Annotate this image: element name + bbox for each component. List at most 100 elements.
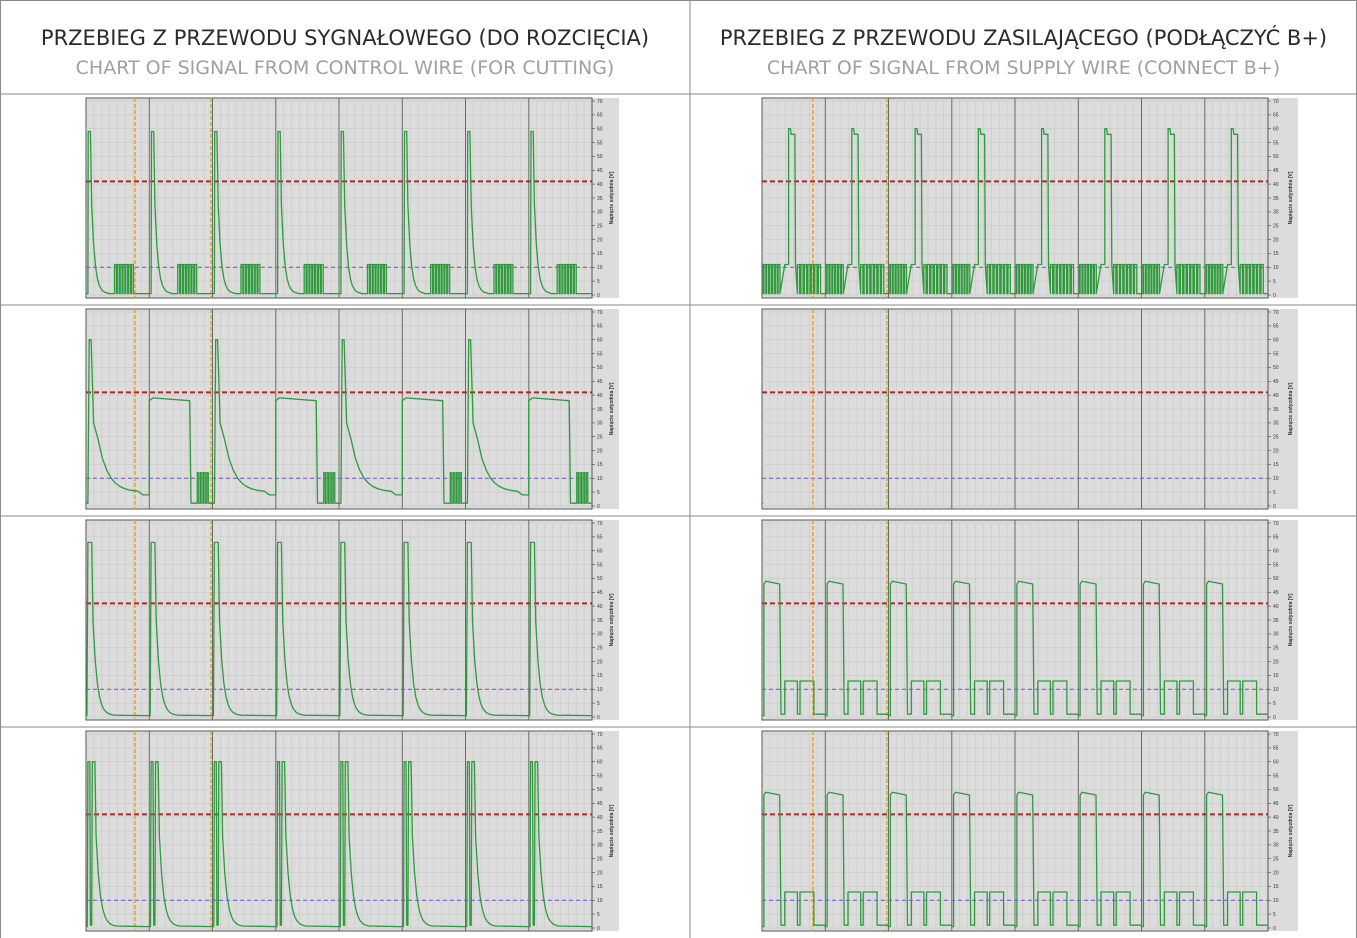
y-tick-label: 40 [1273,815,1279,821]
y-tick-label: 10 [1273,898,1279,904]
y-tick-label: 20 [1273,870,1279,876]
y-tick-label: 50 [597,154,603,160]
y-tick-label: 50 [1273,787,1279,793]
y-tick-label: 45 [597,590,603,596]
y-tick-label: 30 [597,843,603,849]
y-axis-label: Napięcie sstyzdnia [V] [609,382,615,435]
y-axis-strip [592,309,619,509]
y-tick-label: 40 [597,604,603,610]
y-tick-label: 55 [1273,773,1279,779]
signal-series-line [86,761,593,928]
y-tick-label: 65 [1273,324,1279,330]
y-tick-label: 15 [597,673,603,679]
y-tick-label: 35 [1273,618,1279,624]
y-tick-label: 0 [1273,504,1276,510]
y-tick-label: 35 [597,829,603,835]
y-tick-label: 5 [597,279,600,285]
y-tick-label: 0 [1273,926,1276,932]
y-tick-label: 5 [597,701,600,707]
y-tick-label: 65 [597,535,603,541]
y-tick-label: 35 [597,618,603,624]
y-axis-label: Napięcie sstyzdnia [V] [1288,382,1294,435]
chart-supply-2: 0 5 10 15 20 25 30 35 40 45 50 55 60 65 70 Napięcie sst… [761,308,1298,510]
y-tick-label: 10 [1273,687,1279,693]
y-tick-label: 35 [1273,829,1279,835]
y-tick-label: 30 [1273,843,1279,849]
signal-series-line [86,339,592,504]
y-tick-label: 55 [1273,351,1279,357]
y-tick-label: 60 [597,127,603,133]
y-axis-strip [592,520,619,720]
header-title-en: CHART OF SIGNAL FROM CONTROL WIRE (FOR C… [75,57,615,79]
signal-series-line [762,791,1268,928]
y-tick-label: 5 [597,490,600,496]
y-tick-label: 70 [597,732,603,738]
y-axis-strip [1268,520,1298,720]
y-tick-label: 25 [597,646,603,652]
y-tick-label: 40 [597,815,603,821]
chart-supply-4: 0 5 10 15 20 25 30 35 40 45 50 55 60 65 70 Napięcie sst… [761,730,1298,932]
y-tick-label: 0 [597,504,600,510]
chart-control-2: 0 5 10 15 20 25 30 35 40 45 50 55 60 65 70 Napięcie sst… [85,308,619,510]
y-tick-label: 5 [1273,912,1276,918]
y-tick-label: 30 [597,632,603,638]
y-tick-label: 70 [597,521,603,527]
y-tick-label: 65 [597,324,603,330]
y-tick-label: 15 [1273,462,1279,468]
chart-control-4: 0 5 10 15 20 25 30 35 40 45 50 55 60 65 70 Napięcie sst… [85,730,619,932]
y-tick-label: 50 [597,365,603,371]
y-tick-label: 25 [1273,435,1279,441]
header-title-en: CHART OF SIGNAL FROM SUPPLY WIRE (CONNEC… [766,57,1281,79]
y-tick-label: 20 [1273,448,1279,454]
signal-series-line [762,580,1268,717]
y-axis-label: Napięcie sstyzdnia [V] [609,171,615,224]
y-axis-strip [592,731,619,931]
y-tick-label: 35 [597,196,603,202]
y-tick-label: 40 [597,393,603,399]
y-tick-label: 25 [1273,857,1279,863]
y-tick-label: 45 [1273,590,1279,596]
y-tick-label: 70 [1273,521,1279,527]
y-tick-label: 0 [597,293,600,299]
y-tick-label: 25 [1273,646,1279,652]
header-title-pl: PRZEBIEG Z PRZEWODU SYGNAŁOWEGO (DO ROZC… [40,26,650,50]
y-tick-label: 45 [597,379,603,385]
y-tick-label: 70 [1273,310,1279,316]
y-tick-label: 10 [597,898,603,904]
y-tick-label: 45 [597,168,603,174]
y-tick-label: 10 [1273,476,1279,482]
y-tick-label: 45 [597,801,603,807]
y-tick-label: 50 [1273,576,1279,582]
y-tick-label: 25 [1273,224,1279,230]
y-tick-label: 50 [597,576,603,582]
y-tick-label: 15 [1273,884,1279,890]
header-title-pl: PRZEBIEG Z PRZEWODU ZASILAJĄCEGO (PODŁĄC… [719,26,1328,50]
y-tick-label: 0 [1273,293,1276,299]
y-tick-label: 55 [1273,140,1279,146]
chart-supply-3: 0 5 10 15 20 25 30 35 40 45 50 55 60 65 70 Napięcie sst… [761,519,1298,721]
y-tick-label: 40 [1273,182,1279,188]
y-tick-label: 65 [1273,535,1279,541]
y-tick-label: 20 [1273,237,1279,243]
y-tick-label: 10 [1273,265,1279,271]
y-tick-label: 60 [1273,127,1279,133]
y-tick-label: 60 [1273,549,1279,555]
y-tick-label: 20 [597,237,603,243]
y-tick-label: 30 [1273,632,1279,638]
y-tick-label: 10 [597,687,603,693]
y-tick-label: 55 [1273,562,1279,568]
y-tick-label: 15 [1273,673,1279,679]
y-tick-label: 15 [597,251,603,257]
y-tick-label: 55 [597,773,603,779]
y-axis-label: Napięcie sstyzdnia [V] [609,804,615,857]
y-tick-label: 30 [1273,421,1279,427]
signal-series-line [762,128,1268,295]
y-tick-label: 65 [597,113,603,119]
y-tick-label: 25 [597,224,603,230]
y-tick-label: 70 [1273,99,1279,105]
y-tick-label: 30 [1273,210,1279,216]
y-tick-label: 20 [597,448,603,454]
y-tick-label: 50 [1273,154,1279,160]
y-axis-label: Napięcie sstyzdnia [V] [609,593,615,646]
